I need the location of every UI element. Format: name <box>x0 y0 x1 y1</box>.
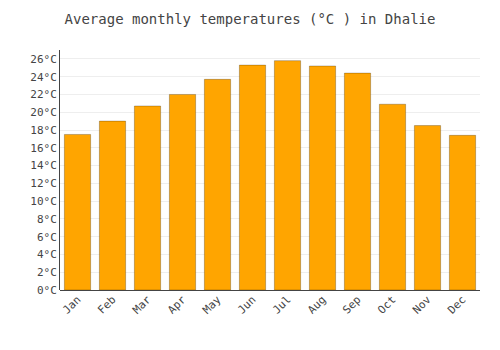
svg-text:Oct: Oct <box>375 293 398 316</box>
svg-text:8°C: 8°C <box>37 213 57 226</box>
svg-text:12°C: 12°C <box>30 177 57 190</box>
svg-text:Nov: Nov <box>410 293 434 317</box>
svg-text:Dec: Dec <box>445 293 468 316</box>
svg-text:24°C: 24°C <box>30 71 57 84</box>
svg-text:Aug: Aug <box>305 293 328 316</box>
svg-text:Mar: Mar <box>130 293 154 317</box>
svg-text:Jan: Jan <box>60 293 83 316</box>
svg-text:May: May <box>200 293 224 317</box>
svg-text:Jun: Jun <box>235 293 258 316</box>
svg-text:18°C: 18°C <box>30 124 57 137</box>
svg-text:10°C: 10°C <box>30 195 57 208</box>
svg-text:2°C: 2°C <box>37 266 57 279</box>
svg-text:Feb: Feb <box>95 293 118 316</box>
svg-text:16°C: 16°C <box>30 142 57 155</box>
svg-text:14°C: 14°C <box>30 159 57 172</box>
svg-text:6°C: 6°C <box>37 231 57 244</box>
svg-text:Sep: Sep <box>340 293 363 316</box>
svg-text:4°C: 4°C <box>37 248 57 261</box>
svg-text:Average monthly temperatures (: Average monthly temperatures (°C ) in Dh… <box>65 11 436 27</box>
svg-text:22°C: 22°C <box>30 88 57 101</box>
svg-text:20°C: 20°C <box>30 106 57 119</box>
svg-text:0°C: 0°C <box>37 284 57 297</box>
svg-text:26°C: 26°C <box>30 53 57 66</box>
svg-text:Jul: Jul <box>270 293 293 316</box>
svg-text:Apr: Apr <box>165 293 189 317</box>
